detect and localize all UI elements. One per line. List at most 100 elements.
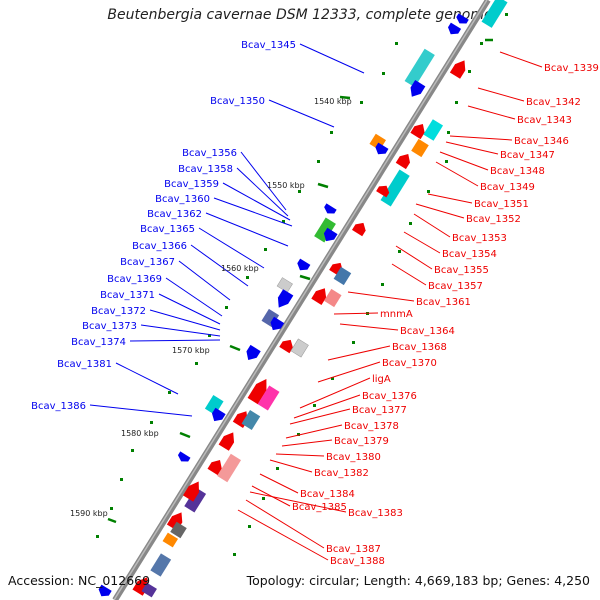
top-strand-gene-label: Bcav_1359 [164,179,219,190]
gene-arrow [218,432,235,451]
top-strand-callout-line [149,309,221,331]
gene-box [241,410,261,430]
bottom-strand-gene-label: Bcav_1346 [514,136,569,147]
ruler-tick-dot [395,42,398,45]
top-strand-callout-line [140,324,221,337]
top-strand-gene-label: Bcav_1367 [120,257,175,268]
gene-box [333,266,352,286]
gene-box [141,582,157,598]
ruler-tick-dot [382,72,385,75]
gene-arrow [410,124,425,140]
bottom-strand-callout-line [249,491,347,513]
gene-box [481,0,508,28]
bottom-strand-callout-line [499,51,543,68]
bottom-strand-callout-line [299,377,371,409]
gene-box [204,395,224,415]
ruler-tick-dot [447,131,450,134]
top-strand-gene-label: Bcav_1345 [241,40,296,51]
gene-arrow [297,258,311,271]
gene-arrow [324,203,337,214]
bottom-strand-gene-label: Bcav_1361 [416,297,471,308]
top-strand-gene-label: Bcav_1369 [107,274,162,285]
bottom-strand-gene-label: Bcav_1354 [442,249,497,260]
gene-arrow [177,451,191,462]
bottom-strand-gene-label: Bcav_1339 [544,63,599,74]
ruler-tick-dot [455,101,458,104]
gene-box [184,487,207,513]
gene-box [162,532,179,548]
topology-text: Topology: circular; Length: 4,669,183 bp… [246,573,590,588]
ruler-label: 1570 kbp [172,346,210,355]
top-strand-callout-line [129,339,221,342]
bottom-strand-callout-line [327,345,391,361]
top-strand-callout-line [89,404,193,417]
ruler-tick-dot [120,478,123,481]
top-strand-gene-label: Bcav_1386 [31,401,86,412]
bottom-strand-gene-label: Bcav_1342 [526,97,581,108]
bottom-strand-gene-label: Bcav_1377 [352,405,407,416]
ruler-tick-dot [150,421,153,424]
ruler-tick-dot [480,42,483,45]
gene-box [314,217,336,243]
bottom-strand-gene-label: Bcav_1378 [344,421,399,432]
top-strand-callout-line [205,212,289,247]
bottom-strand-gene-label: mnmA [380,309,413,320]
gene-arrow [183,481,200,502]
top-strand-callout-line [299,43,365,74]
ruler-tick-dot [131,449,134,452]
gene-arrow [311,288,327,305]
top-strand-callout-line [268,99,335,128]
top-strand-gene-label: Bcav_1372 [91,306,146,317]
gene-box [380,169,410,207]
gene-box [290,338,309,358]
ruler-tick-dot [398,250,401,253]
bottom-strand-callout-line [467,105,516,120]
bottom-strand-gene-label: Bcav_1343 [517,115,572,126]
top-strand-gene-label: Bcav_1373 [82,321,137,332]
gene-arrow [447,22,462,35]
bottom-strand-callout-line [285,424,343,439]
bottom-strand-gene-label: Bcav_1347 [500,150,555,161]
top-strand-callout-line [115,362,179,395]
ruler-label: 1540 kbp [314,97,352,106]
gene-arrow [351,222,366,237]
bottom-strand-callout-line [403,231,441,254]
gene-arrow [279,339,293,354]
gene-box [276,277,293,293]
ruler-major-tick [339,95,351,100]
gene-arrow [247,378,267,405]
gene-arrow [211,407,226,422]
ruler-major-tick [229,344,241,352]
ruler-tick-dot [381,283,384,286]
bottom-strand-gene-label: Bcav_1376 [362,391,417,402]
top-strand-gene-label: Bcav_1350 [210,96,265,107]
bottom-strand-gene-label: Bcav_1357 [428,281,483,292]
bottom-strand-callout-line [439,151,489,171]
bottom-strand-gene-label: Bcav_1352 [466,214,521,225]
top-strand-gene-label: Bcav_1371 [100,290,155,301]
gene-arrow [376,185,390,198]
gene-arrow [395,154,410,170]
ruler-tick-dot [427,190,430,193]
bottom-strand-callout-line [245,499,325,549]
ruler-label: 1560 kbp [221,264,259,273]
bottom-strand-callout-line [237,509,329,561]
gene-box [404,48,435,88]
top-strand-gene-label: Bcav_1362 [147,209,202,220]
ruler-tick-dot [264,248,267,251]
bottom-strand-gene-label: Bcav_1351 [474,199,529,210]
bottom-strand-gene-label: Bcav_1349 [480,182,535,193]
bottom-strand-callout-line [415,203,465,219]
bottom-strand-callout-line [289,408,351,425]
bottom-strand-callout-line [413,213,451,238]
gene-arrow [246,344,261,360]
bottom-strand-callout-line [347,291,415,302]
ruler-major-tick [179,431,191,439]
bottom-strand-callout-line [269,459,313,473]
gene-box [423,119,444,141]
bottom-strand-callout-line [445,141,499,155]
ruler-tick-dot [168,391,171,394]
bottom-strand-callout-line [259,473,299,494]
bottom-strand-callout-line [317,361,381,383]
gene-box [170,521,187,539]
